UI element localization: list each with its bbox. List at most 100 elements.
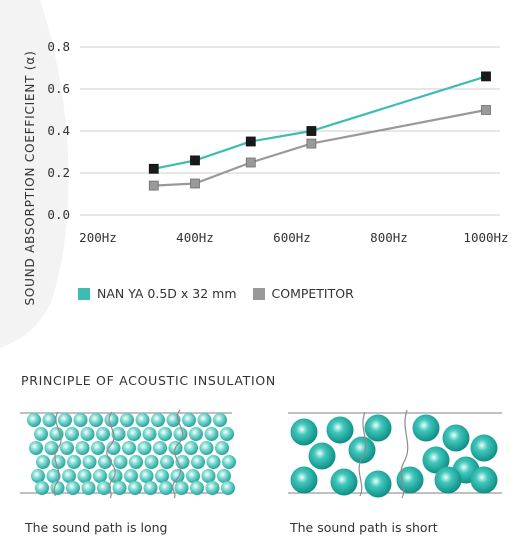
small-particle <box>190 481 204 495</box>
small-particle <box>191 455 205 469</box>
small-particle <box>29 441 43 455</box>
data-point-competitor <box>148 180 159 191</box>
large-particle <box>470 466 498 494</box>
small-particle <box>159 481 173 495</box>
small-particle <box>129 455 143 469</box>
legend-item-nanya: NAN YA 0.5D x 32 mm <box>78 286 237 301</box>
small-particle <box>89 413 103 427</box>
small-particle <box>36 455 50 469</box>
small-particle <box>144 455 159 469</box>
small-particle <box>27 413 41 427</box>
legend-swatch-nanya <box>78 287 90 300</box>
large-particle <box>470 434 498 462</box>
small-particle <box>81 481 96 495</box>
legend-label-nanya: NAN YA 0.5D x 32 mm <box>97 286 237 301</box>
small-particle <box>97 481 111 495</box>
small-particle <box>184 441 198 455</box>
small-particle <box>65 427 79 441</box>
small-particle <box>206 455 221 469</box>
data-point-competitor <box>245 157 256 168</box>
small-particle <box>160 455 174 469</box>
acoustic-diagram <box>20 409 502 499</box>
line-chart: 0.0 0.2 0.4 0.6 0.8 200Hz 400Hz 600Hz 800Hz 1000H… <box>47 39 508 245</box>
small-particle <box>93 469 107 483</box>
small-particle <box>124 469 138 483</box>
small-particle <box>44 441 59 455</box>
small-particle <box>113 455 128 469</box>
left-caption: The sound path is long <box>25 520 168 535</box>
data-point-competitor <box>306 138 317 149</box>
small-particle <box>77 469 92 483</box>
large-particle <box>326 416 354 444</box>
series-layer <box>148 71 491 191</box>
small-particle <box>62 469 76 483</box>
small-particle <box>51 455 66 469</box>
small-particle <box>122 441 136 455</box>
large-particle <box>290 466 318 494</box>
small-particle <box>137 441 152 455</box>
grid-lines <box>80 46 500 216</box>
small-particle <box>151 413 165 427</box>
x-tick-label: 200Hz <box>79 230 117 245</box>
small-particle <box>158 427 172 441</box>
short-sound-paths <box>358 409 409 499</box>
small-particle <box>199 441 214 455</box>
small-particle <box>75 441 90 455</box>
y-tick-label: 0.2 <box>47 165 70 180</box>
small-particle <box>35 481 49 495</box>
small-particle <box>106 441 121 455</box>
data-point-nanya <box>148 163 159 174</box>
small-particle <box>91 441 105 455</box>
large-particle <box>422 446 450 474</box>
small-particle <box>73 413 88 427</box>
small-particle <box>127 427 141 441</box>
small-particle <box>220 427 234 441</box>
small-particle <box>213 413 227 427</box>
small-particles <box>27 413 236 495</box>
small-particle <box>139 469 154 483</box>
small-particle <box>201 469 216 483</box>
small-particle <box>34 427 48 441</box>
small-particle <box>46 469 61 483</box>
x-tick-label: 400Hz <box>176 230 214 245</box>
small-particle <box>155 469 169 483</box>
right-panel <box>288 409 502 499</box>
small-particle <box>143 481 158 495</box>
small-particle <box>205 481 220 495</box>
small-particle <box>186 469 200 483</box>
series-line-competitor <box>153 108 487 187</box>
small-particle <box>174 481 189 495</box>
small-particle <box>128 481 142 495</box>
left-panel <box>20 409 236 499</box>
small-particle <box>112 481 127 495</box>
small-particle <box>197 413 212 427</box>
chart-legend: NAN YA 0.5D x 32 mm COMPETITOR <box>78 286 370 301</box>
data-point-nanya <box>306 126 317 136</box>
large-particle <box>330 468 358 496</box>
y-axis-label: SOUND ABSORPTION COEFFICIENT (α) <box>23 50 37 306</box>
data-point-competitor <box>481 105 491 115</box>
x-tick-label: 800Hz <box>370 230 408 245</box>
small-particle <box>135 413 150 427</box>
legend-label-competitor: COMPETITOR <box>271 286 354 301</box>
long-sound-paths <box>53 409 184 499</box>
large-particle <box>290 418 318 446</box>
large-particle <box>412 414 440 442</box>
y-tick-label: 0.0 <box>47 207 70 222</box>
series-line-nanya <box>153 75 487 170</box>
large-particles <box>290 414 498 498</box>
small-particle <box>49 427 64 441</box>
data-point-nanya <box>190 155 200 166</box>
large-particle <box>396 466 424 494</box>
y-tick-label: 0.4 <box>47 123 70 138</box>
small-particle <box>204 427 219 441</box>
small-particle <box>66 481 80 495</box>
y-tick-label: 0.8 <box>47 39 70 54</box>
x-tick-label: 600Hz <box>273 230 311 245</box>
small-particle <box>98 455 112 469</box>
y-tick-label: 0.6 <box>47 81 70 96</box>
large-particle <box>434 466 462 494</box>
x-tick-label: 1000Hz <box>463 230 508 245</box>
large-particle <box>308 442 336 470</box>
